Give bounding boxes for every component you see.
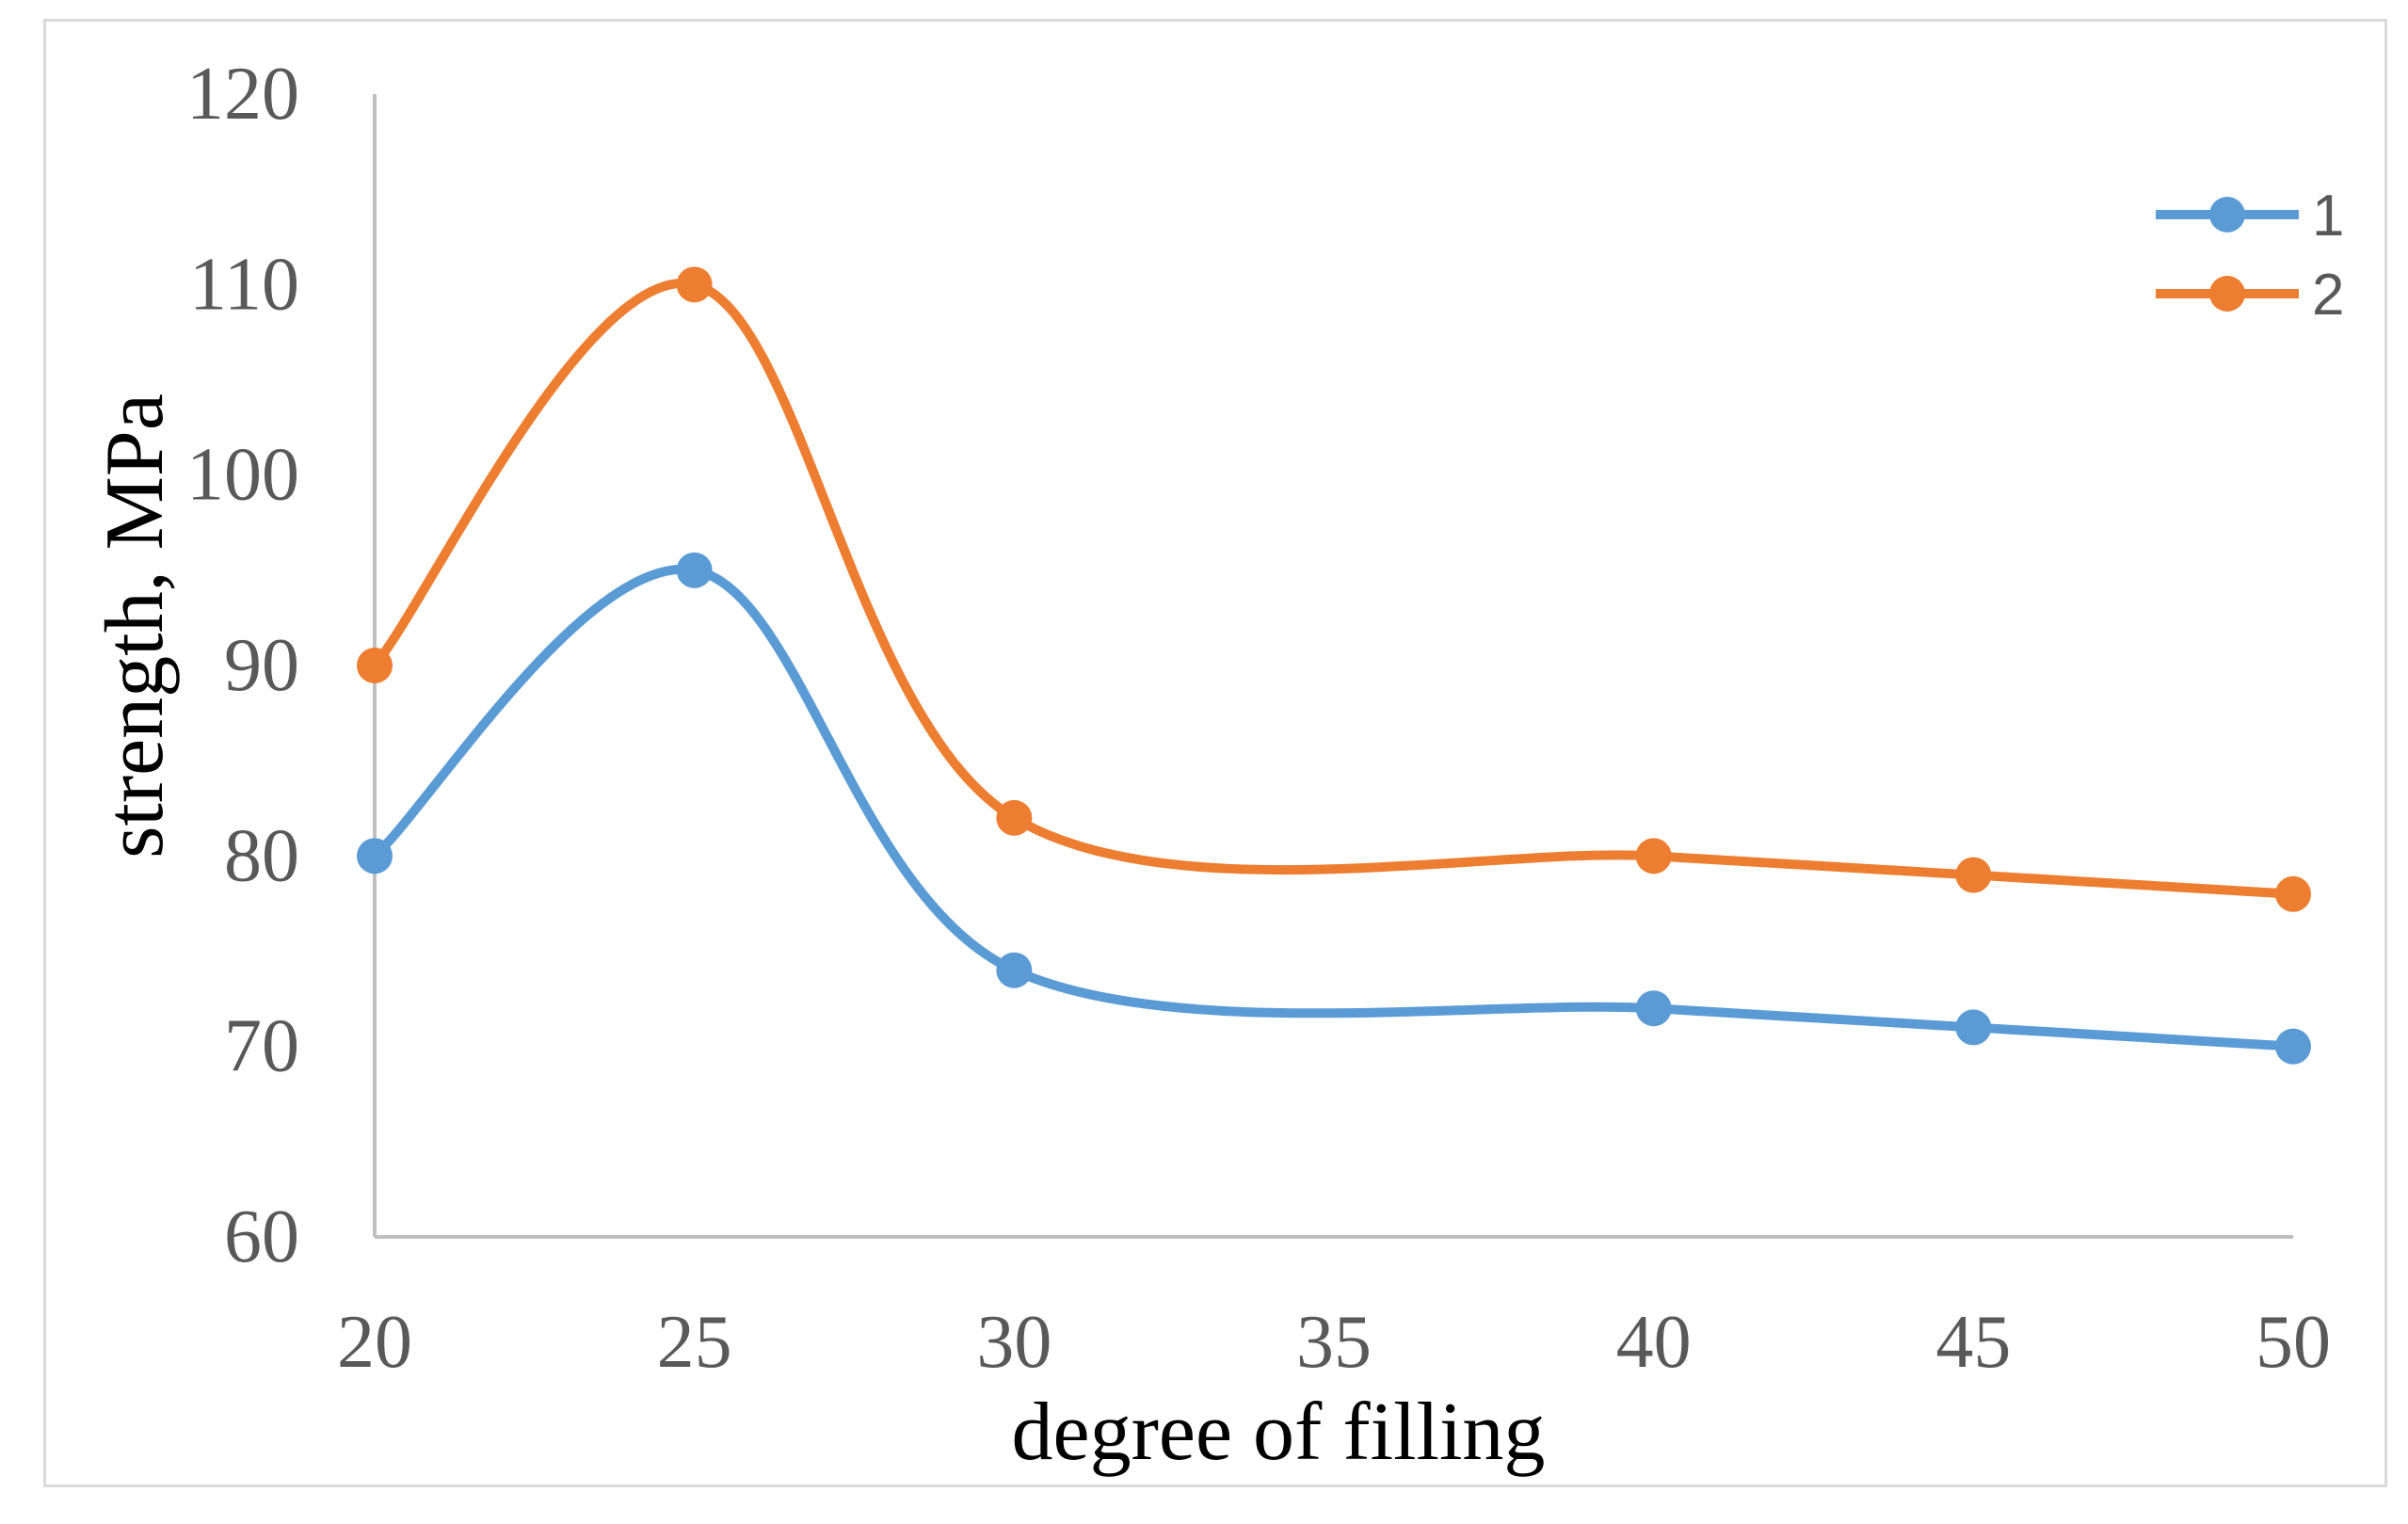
x-axis-title: degree of filling [1012,1387,1546,1478]
y-tick-label: 80 [224,814,299,897]
y-tick-label: 70 [224,1005,299,1088]
legend-swatch-marker [2209,197,2245,233]
legend-label: 2 [2312,263,2344,328]
data-point [1955,857,1992,893]
y-tick-label: 60 [224,1195,299,1278]
x-tick-label: 25 [657,1301,732,1384]
legend-swatch-marker [2209,276,2245,312]
y-tick-label: 120 [186,53,299,136]
series-line [370,278,2298,899]
legend-item-2: 2 [2156,263,2344,328]
x-tick-label: 45 [1935,1301,2011,1384]
legend-item-1: 1 [2156,184,2344,249]
axes-layer [373,94,2293,1239]
ticks-layer: 60 70 80 90 100 110 120 20 25 30 35 40 45 50 [186,53,2331,1384]
data-point [996,799,1033,836]
legend-label: 1 [2312,184,2344,249]
y-tick-label: 90 [224,624,299,707]
series-line [370,564,2298,1051]
series-2 [357,266,2311,912]
data-point [2275,875,2311,912]
x-tick-label: 40 [1616,1301,1692,1384]
data-point [357,838,393,874]
x-tick-label: 50 [2255,1301,2331,1384]
y-axis-title: strength, MPa [89,393,181,858]
data-point [1635,990,1672,1027]
data-point [1955,1009,1992,1046]
data-point [357,648,393,683]
y-tick-label: 110 [189,243,299,326]
x-tick-label: 20 [337,1301,412,1384]
data-point [996,952,1033,988]
x-tick-label: 30 [976,1301,1051,1384]
data-point [676,266,713,303]
series-1 [357,552,2311,1065]
data-point [676,552,713,588]
data-point [1635,838,1672,874]
y-tick-label: 100 [186,434,299,517]
x-tick-label: 35 [1296,1301,1372,1384]
series-layer [357,266,2311,1065]
data-point [2275,1028,2311,1065]
chart-frame [43,19,2387,1487]
legend: 12 [2156,184,2344,328]
